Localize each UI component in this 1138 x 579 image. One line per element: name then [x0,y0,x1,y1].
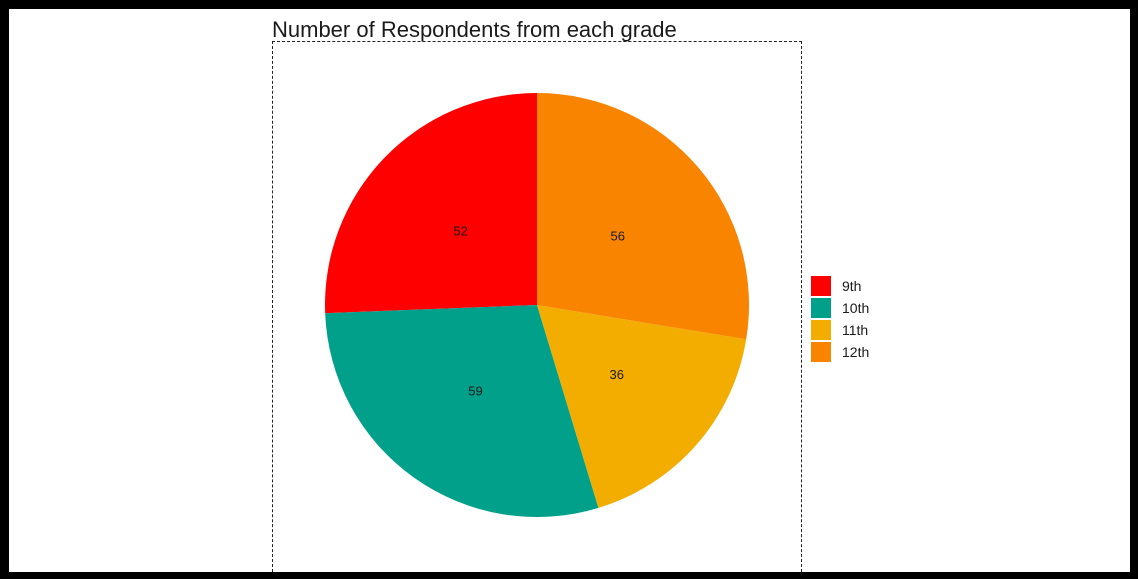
pie-slice-10th [325,305,599,517]
legend-label: 11th [842,322,869,338]
slice-value-label: 36 [609,367,623,382]
legend-label: 10th [842,300,870,316]
pie-slice-9th [325,93,537,314]
legend-swatch [811,298,831,318]
legend-swatch [811,320,831,340]
legend-item-12th: 12th [811,341,869,363]
legend-label: 12th [842,344,870,360]
legend-item-11th: 11th [811,319,869,341]
slice-value-label: 52 [453,224,467,239]
pie-slice-11th [537,305,747,508]
legend: 9th 10th 11th 12th [811,275,869,363]
legend-label: 9th [842,278,862,294]
legend-item-9th: 9th [811,275,869,297]
slice-value-label: 56 [611,228,625,243]
pie-slice-12th [537,93,749,340]
plot-panel [272,41,802,572]
legend-swatch [811,276,831,296]
chart-title: Number of Respondents from each grade [272,17,677,42]
legend-swatch [811,342,831,362]
chart-frame: Number of Respondents from each grade 52… [9,9,1130,572]
legend-item-10th: 10th [811,297,869,319]
slice-value-label: 59 [468,383,482,398]
pie-chart: 52 59 36 56 [325,93,749,517]
